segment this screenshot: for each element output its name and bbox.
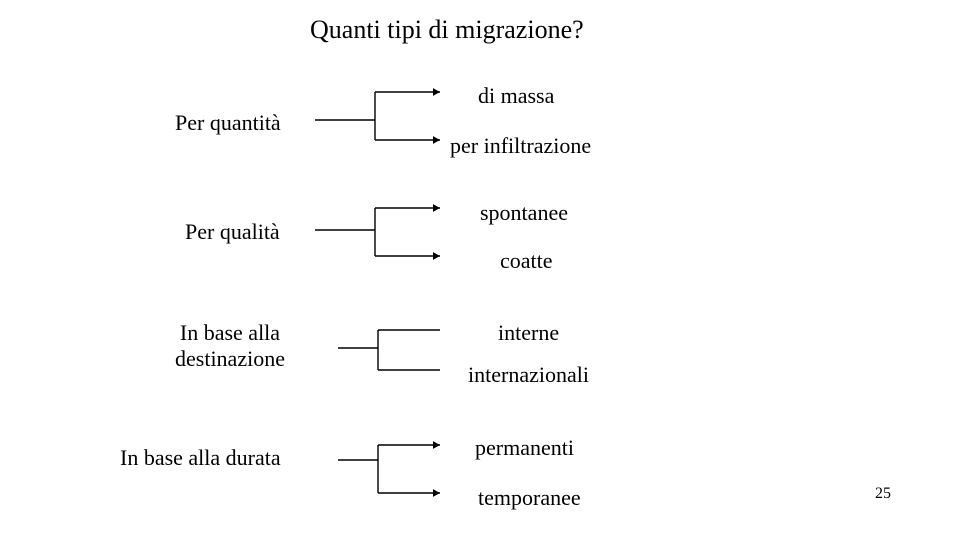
bracket-diagram <box>0 0 960 540</box>
